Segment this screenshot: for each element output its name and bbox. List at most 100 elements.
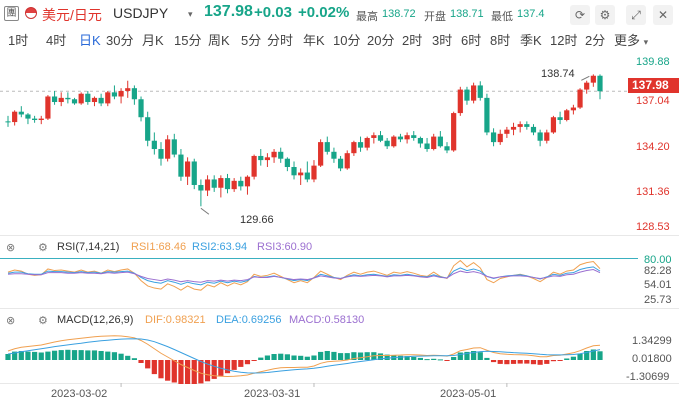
macd-histogram-bar xyxy=(191,360,197,384)
price-axis-label: 139.88 xyxy=(636,56,670,68)
candle-body xyxy=(510,126,517,130)
rsi-collapse-icon[interactable]: ⊗ xyxy=(6,242,16,254)
candle-body xyxy=(111,92,118,97)
tab-8h[interactable]: 8时 xyxy=(490,33,511,48)
max-price-annotation: 138.74 xyxy=(541,68,575,80)
high-value: 138.72 xyxy=(382,8,416,20)
macd-histogram-bar xyxy=(590,349,596,360)
macd-histogram-bar xyxy=(464,351,470,360)
candle-body xyxy=(424,143,430,150)
tab-12h[interactable]: 12时 xyxy=(550,33,578,48)
candle-body xyxy=(85,93,91,103)
macd-histogram-bar xyxy=(597,351,603,360)
candle-body xyxy=(65,97,71,100)
candle-body xyxy=(318,142,324,166)
macd-histogram-bar xyxy=(344,353,350,360)
tab-week[interactable]: 周K xyxy=(208,33,230,48)
tab-20min[interactable]: 20分 xyxy=(367,33,395,48)
candle-body xyxy=(125,88,131,91)
macd-histogram-bar xyxy=(357,352,364,360)
candle-body xyxy=(12,111,18,123)
dea-value: 0.69256 xyxy=(241,314,282,326)
macd-histogram-bar xyxy=(417,357,424,360)
macd-histogram-bar xyxy=(304,356,310,360)
candle-body xyxy=(570,107,576,111)
tab-10min[interactable]: 10分 xyxy=(333,33,361,48)
macd-histogram-bar xyxy=(431,358,437,360)
macd-histogram-bar xyxy=(51,350,58,360)
rsi-series-line xyxy=(7,268,601,283)
macd-histogram-bar xyxy=(497,360,503,364)
macd-settings-icon[interactable]: ⚙ xyxy=(38,315,48,327)
candle-body xyxy=(145,117,151,141)
price-change: +0.03 xyxy=(254,4,292,21)
macd-histogram-bar xyxy=(311,355,317,360)
tab-15min[interactable]: 15分 xyxy=(174,33,202,48)
tab-2h[interactable]: 2时 xyxy=(402,33,423,48)
candle-body xyxy=(557,117,563,120)
macd-histogram-bar xyxy=(490,360,497,363)
candle-body xyxy=(517,124,523,127)
macd-histogram-bar xyxy=(145,360,151,369)
tab-month[interactable]: 月K xyxy=(142,33,164,48)
symbol-code[interactable]: USDJPY xyxy=(113,5,169,21)
macd-histogram-bar xyxy=(25,351,31,360)
candle-body xyxy=(184,161,191,177)
candle-body xyxy=(291,167,297,176)
tab-4h[interactable]: 4时 xyxy=(46,33,67,48)
close-icon[interactable]: ✕ xyxy=(653,5,673,25)
candle-body xyxy=(371,135,377,138)
rsi-axis-label: 54.01 xyxy=(644,279,672,291)
rsi3-legend: RSI3:60.90 xyxy=(257,241,313,253)
macd-value: 0.58130 xyxy=(324,314,365,326)
macd-histogram-bar xyxy=(404,356,410,360)
macd-collapse-icon[interactable]: ⊗ xyxy=(6,315,16,327)
macd-histogram-bar xyxy=(178,360,184,384)
symbol-dropdown-icon[interactable]: ▾ xyxy=(188,9,193,19)
rsi3-value: 60.90 xyxy=(284,241,313,253)
flag-icon[interactable]: 團 xyxy=(4,6,19,21)
macd-histogram-bar xyxy=(204,360,211,382)
rsi-settings-icon[interactable]: ⚙ xyxy=(38,242,48,254)
tab-2min[interactable]: 2分 xyxy=(585,33,606,48)
date-axis-label: 2023-03-02 xyxy=(51,388,108,400)
dif-legend: DIF:0.98321 xyxy=(145,314,206,326)
settings-icon[interactable]: ⚙ xyxy=(595,5,615,25)
tab-quarter[interactable]: 季K xyxy=(520,33,542,48)
tab-3h[interactable]: 3时 xyxy=(432,33,453,48)
candle-body xyxy=(590,75,596,83)
candle-body xyxy=(497,133,503,143)
macd-histogram-bar xyxy=(510,360,517,364)
candle-body xyxy=(364,137,370,148)
more-menu[interactable]: 更多 ▾ xyxy=(614,30,648,49)
tab-1h[interactable]: 1时 xyxy=(8,33,29,48)
macd-histogram-bar xyxy=(271,354,277,360)
fullscreen-icon[interactable]: ⤢ xyxy=(626,5,646,25)
macd-histogram-bar xyxy=(318,351,324,360)
tab-timeshare[interactable]: 分时 xyxy=(267,33,294,48)
symbol-name[interactable]: 美元/日元 xyxy=(42,7,102,23)
tab-5min[interactable]: 5分 xyxy=(241,33,262,48)
date-axis-label: 2023-05-01 xyxy=(440,388,497,400)
candle-body xyxy=(251,155,257,177)
tab-30min[interactable]: 30分 xyxy=(106,33,134,48)
rsi2-name: RSI2 xyxy=(192,241,217,253)
candle-body xyxy=(25,114,31,119)
macd-histogram-bar xyxy=(477,352,483,360)
macd-histogram-bar xyxy=(32,351,38,360)
macd-histogram-bar xyxy=(471,351,477,360)
sync-icon[interactable]: ⟳ xyxy=(570,5,590,25)
tab-year[interactable]: 年K xyxy=(303,33,325,48)
candle-body xyxy=(45,96,51,119)
tab-6h[interactable]: 6时 xyxy=(461,33,482,48)
macd-histogram-bar xyxy=(564,358,570,360)
tab-day[interactable]: 日K xyxy=(79,33,101,48)
macd-histogram-bar xyxy=(105,351,111,360)
candle-body xyxy=(451,113,457,151)
candle-body xyxy=(411,135,417,138)
macd-histogram-bar xyxy=(570,356,576,360)
macd-histogram-bar xyxy=(91,350,98,360)
currency-dot-icon xyxy=(25,7,37,19)
macd-histogram-bar xyxy=(324,351,330,360)
